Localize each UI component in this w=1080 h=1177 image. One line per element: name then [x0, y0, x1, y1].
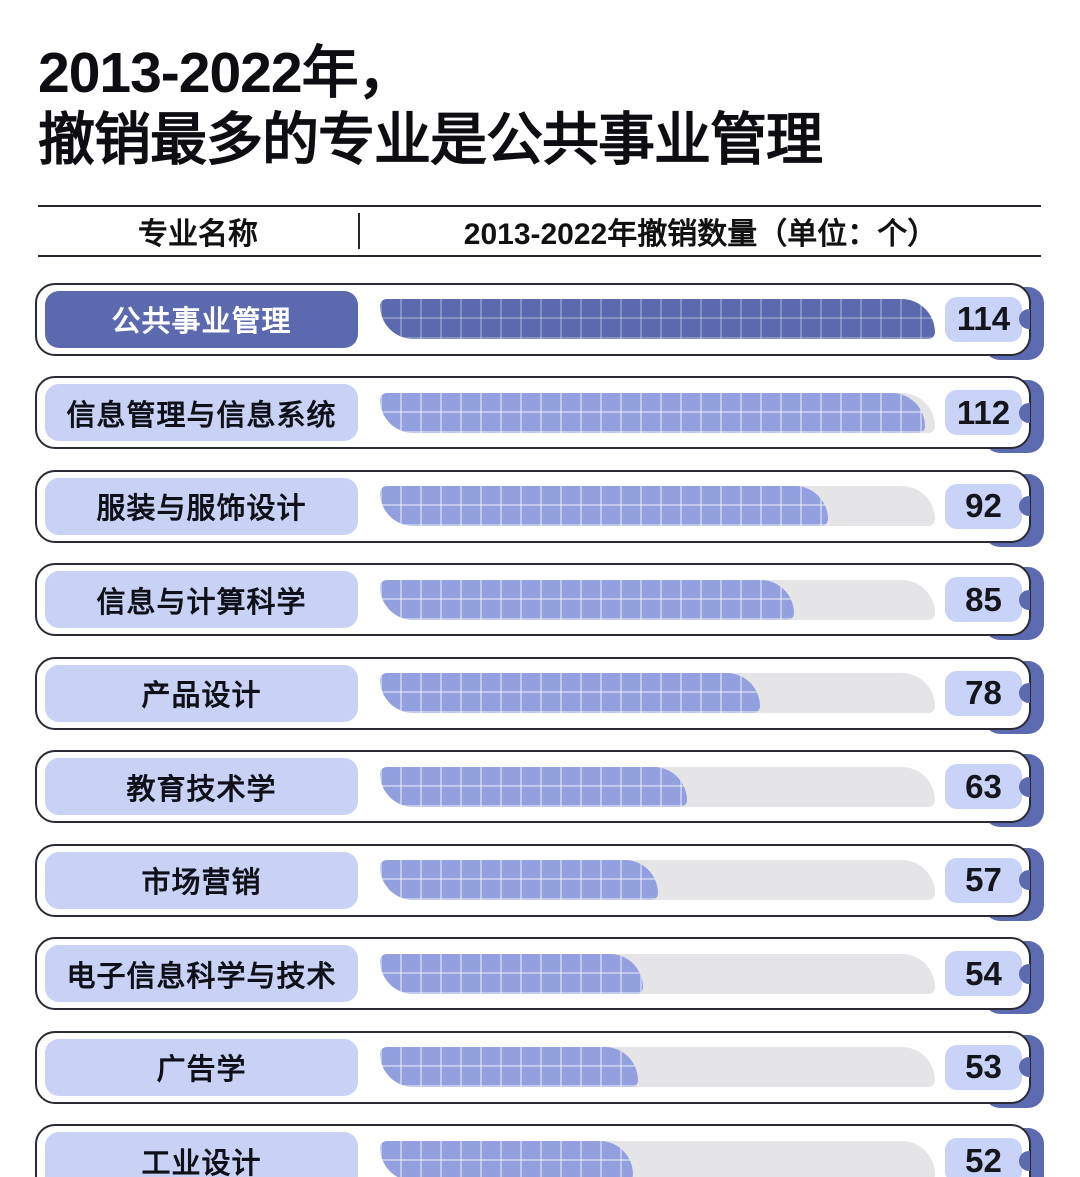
row-card: 工业设计 52	[35, 1124, 1031, 1177]
major-label: 公共事业管理	[111, 306, 292, 338]
value-label: 63	[965, 767, 1002, 805]
value-badge: 92	[945, 483, 1022, 529]
column-header-major: 专业名称	[138, 217, 258, 251]
major-label: 电子信息科学与技术	[66, 960, 337, 993]
bar-track	[380, 1047, 935, 1087]
title-line-2: 撤销最多的专业是公共事业管理	[38, 108, 823, 173]
bar-track	[380, 392, 935, 433]
row-card: 公共事业管理 114	[35, 282, 1031, 356]
value-label: 92	[965, 487, 1002, 524]
value-badge: 112	[945, 390, 1022, 435]
card-notch	[1019, 1057, 1030, 1077]
card-notch	[1019, 1150, 1030, 1171]
major-label-pill: 市场营销	[45, 851, 358, 909]
row-card: 教育技术学 63	[35, 750, 1031, 823]
value-label: 52	[965, 1141, 1002, 1177]
value-badge: 114	[945, 296, 1022, 342]
major-label-pill: 信息与计算科学	[45, 571, 358, 628]
card-notch	[1019, 776, 1030, 797]
bar-track	[380, 299, 935, 339]
bar-track	[380, 673, 935, 713]
page-title: 2013-2022年， 撤销最多的专业是公共事业管理	[38, 40, 1042, 175]
bar-fill	[380, 486, 828, 526]
bar-fill	[380, 673, 760, 713]
value-label: 78	[965, 674, 1002, 711]
table-row: 电子信息科学与技术 54	[35, 937, 1044, 1014]
major-label-pill: 电子信息科学与技术	[45, 945, 358, 1002]
value-badge: 57	[945, 857, 1022, 903]
value-label: 114	[956, 300, 1011, 337]
bar-fill	[380, 766, 687, 807]
row-card: 产品设计 78	[35, 656, 1031, 730]
table-row: 广告学 53	[35, 1030, 1044, 1108]
major-label-pill: 服装与服饰设计	[45, 477, 358, 535]
bar-fill	[380, 392, 926, 433]
table-row: 信息管理与信息系统 112	[35, 376, 1044, 453]
major-label-pill: 教育技术学	[45, 758, 358, 815]
row-card: 市场营销 57	[35, 843, 1031, 917]
major-label: 广告学	[156, 1054, 247, 1086]
bar-fill	[380, 860, 658, 900]
value-badge: 53	[945, 1044, 1022, 1090]
bar-fill	[380, 1140, 634, 1177]
major-label-pill: 公共事业管理	[45, 290, 358, 348]
bar-track	[380, 766, 935, 807]
major-label-pill: 产品设计	[45, 664, 358, 722]
card-notch	[1019, 309, 1030, 329]
major-label-pill: 广告学	[45, 1038, 358, 1096]
major-label-pill: 信息管理与信息系统	[45, 384, 358, 441]
row-card: 广告学 53	[35, 1030, 1031, 1104]
row-card: 信息管理与信息系统 112	[35, 376, 1031, 449]
rows: 公共事业管理 114 信息管理与信息系统	[35, 282, 1080, 1177]
row-card: 电子信息科学与技术 54	[35, 937, 1031, 1010]
bar-track	[380, 860, 935, 900]
major-label: 工业设计	[141, 1147, 262, 1177]
bar-track	[380, 486, 935, 526]
value-label: 54	[965, 954, 1002, 992]
value-badge: 78	[945, 670, 1022, 716]
major-label: 产品设计	[141, 680, 262, 712]
table-row: 教育技术学 63	[35, 750, 1044, 827]
value-label: 57	[965, 861, 1002, 898]
value-label: 112	[956, 393, 1011, 431]
table-row: 市场营销 57	[35, 843, 1044, 921]
bar-fill	[380, 953, 643, 994]
bar-track	[380, 953, 935, 994]
value-label: 53	[965, 1048, 1002, 1085]
value-badge: 54	[945, 951, 1022, 996]
major-label: 市场营销	[141, 867, 262, 899]
table-row: 信息与计算科学 85	[35, 563, 1044, 640]
bar-fill	[380, 299, 935, 339]
table-row: 服装与服饰设计 92	[35, 469, 1044, 547]
major-label-pill: 工业设计	[45, 1132, 358, 1177]
value-badge: 85	[945, 577, 1022, 622]
header-divider	[358, 212, 360, 249]
bar-track	[380, 1140, 935, 1177]
card-notch	[1019, 870, 1030, 890]
major-label: 教育技术学	[126, 773, 277, 806]
card-notch	[1019, 496, 1030, 516]
value-badge: 63	[945, 764, 1022, 809]
bar-fill	[380, 1047, 639, 1087]
table-row: 公共事业管理 114	[35, 282, 1044, 360]
table-header: 专业名称 2013-2022年撤销数量（单位：个）	[38, 204, 1041, 257]
major-label: 服装与服饰设计	[96, 493, 307, 525]
column-header-count: 2013-2022年撤销数量（单位：个）	[463, 217, 938, 251]
major-label: 信息与计算科学	[96, 586, 307, 619]
card-notch	[1019, 402, 1030, 423]
value-badge: 52	[945, 1138, 1022, 1177]
row-card: 信息与计算科学 85	[35, 563, 1031, 636]
title-line-1: 2013-2022年，	[38, 41, 415, 105]
table-row: 产品设计 78	[35, 656, 1044, 734]
card-notch	[1019, 963, 1030, 984]
bar-fill	[380, 579, 794, 620]
card-notch	[1019, 589, 1030, 610]
value-label: 85	[965, 580, 1002, 618]
row-card: 服装与服饰设计 92	[35, 469, 1031, 543]
table-row: 工业设计 52	[35, 1124, 1044, 1177]
major-label: 信息管理与信息系统	[66, 399, 337, 432]
card-notch	[1019, 683, 1030, 703]
bar-track	[380, 579, 935, 620]
